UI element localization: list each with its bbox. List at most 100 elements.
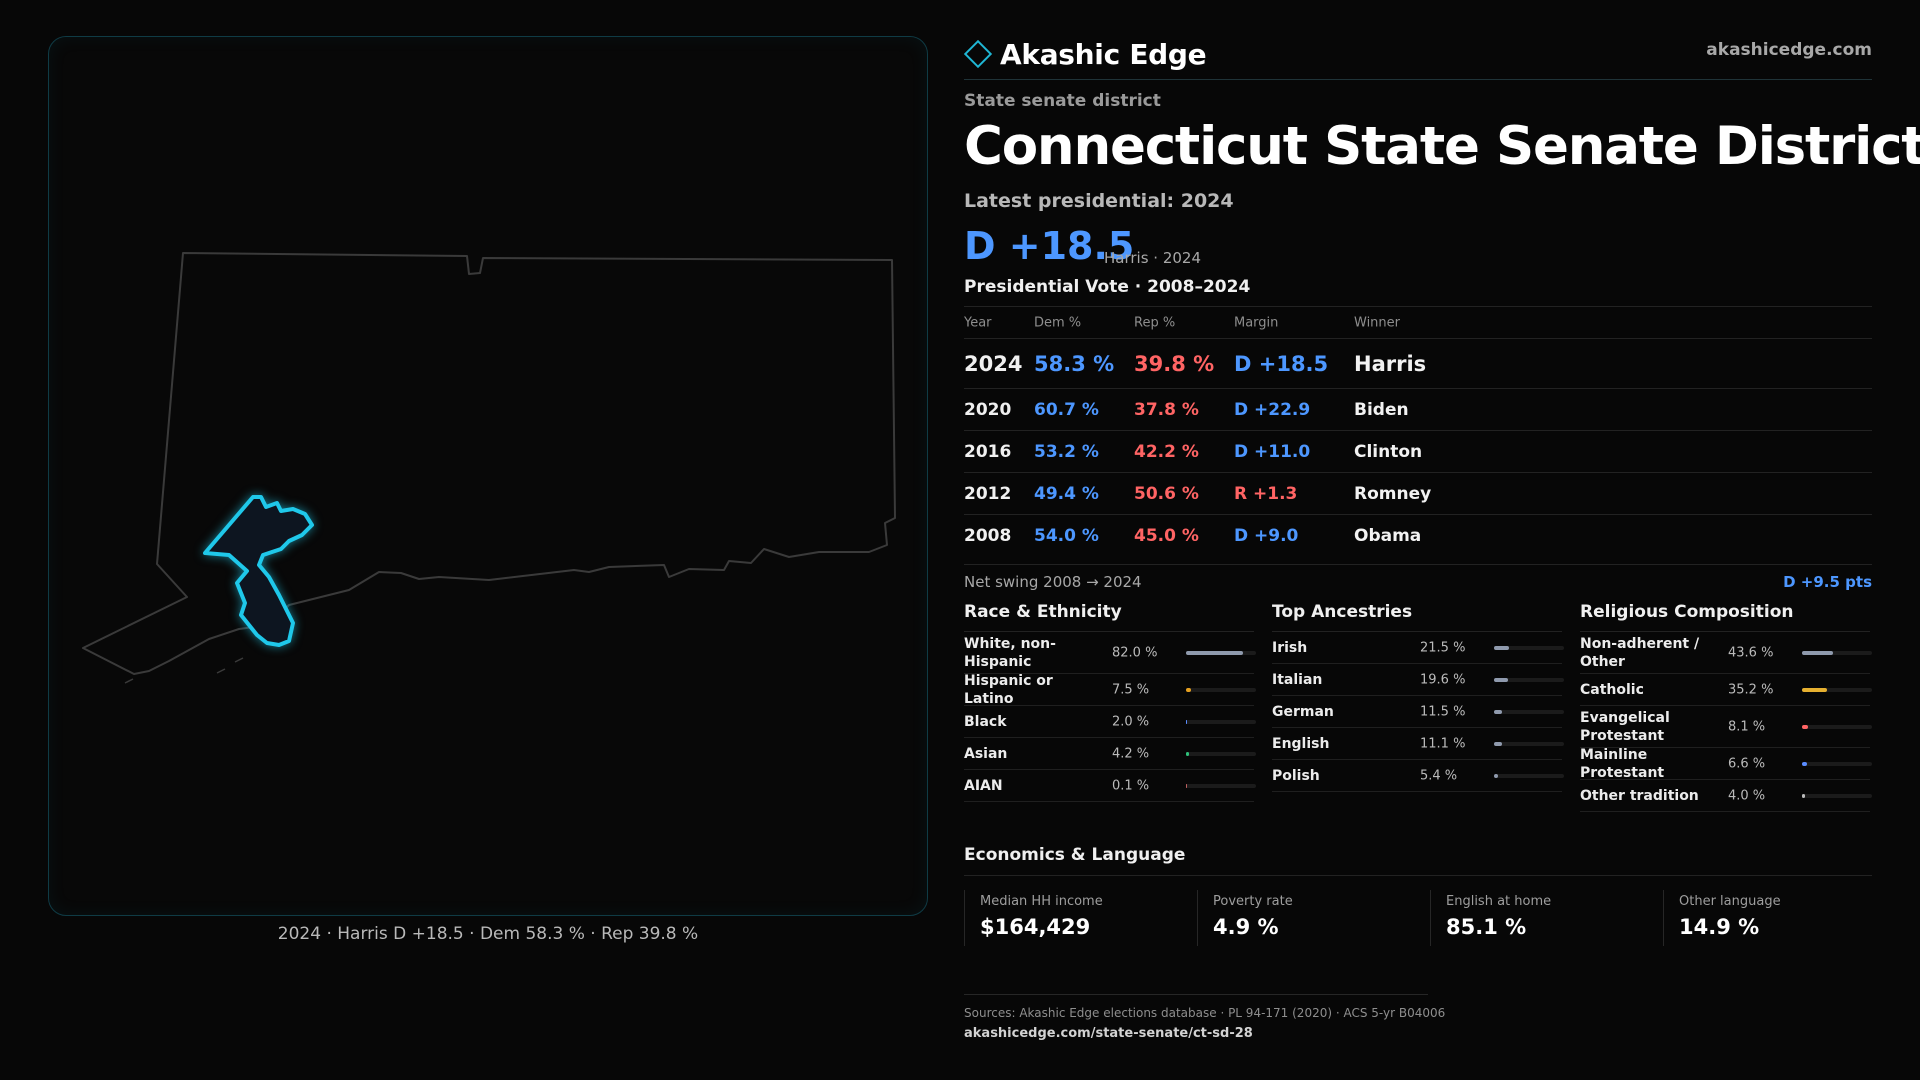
- item-value: 82.0 %: [1112, 645, 1158, 660]
- list-item: Other tradition 4.0 %: [1580, 780, 1872, 812]
- page-title: Connecticut State Senate District 28: [964, 116, 1920, 177]
- bar-fill: [1186, 751, 1189, 756]
- row-winner: Biden: [1354, 399, 1409, 420]
- bar-track: [1802, 793, 1872, 798]
- stat-value: 85.1 %: [1446, 915, 1527, 939]
- item-value: 0.1 %: [1112, 778, 1150, 793]
- bar-track: [1186, 650, 1256, 655]
- item-value: 43.6 %: [1728, 645, 1774, 660]
- row-winner: Clinton: [1354, 441, 1423, 462]
- item-label: English: [1272, 735, 1330, 752]
- item-value: 11.1 %: [1420, 736, 1466, 751]
- bar-fill: [1494, 677, 1508, 682]
- bar-fill: [1494, 645, 1510, 650]
- bar-fill: [1494, 741, 1502, 746]
- bar-fill: [1802, 724, 1808, 729]
- table-row: 2024 58.3 % 39.8 % D +18.5 Harris: [964, 338, 1872, 388]
- row-rep: 37.8 %: [1134, 399, 1199, 420]
- list-item: Mainline Protestant 6.6 %: [1580, 747, 1872, 781]
- bar-fill: [1494, 709, 1503, 714]
- religion-section: Religious Composition Non-adherent / Oth…: [1580, 602, 1872, 812]
- bar-fill: [1186, 687, 1192, 692]
- latest-margin-sub: Harris · 2024: [1104, 249, 1202, 267]
- col-margin: Margin: [1234, 315, 1279, 330]
- bar-track: [1186, 751, 1256, 756]
- item-label: Other tradition: [1580, 787, 1699, 804]
- header-divider: [964, 79, 1872, 80]
- list-item: White, non-Hispanic 82.0 %: [964, 632, 1256, 674]
- bar-fill: [1186, 783, 1188, 788]
- economics-divider: [964, 875, 1872, 876]
- row-winner: Obama: [1354, 525, 1422, 546]
- list-item: Asian 4.2 %: [964, 738, 1256, 770]
- item-label: Evangelical Protestant: [1580, 709, 1670, 744]
- item-label: White, non-Hispanic: [964, 635, 1056, 670]
- latest-presidential-label: Latest presidential: 2024: [964, 190, 1234, 212]
- bar-fill: [1494, 773, 1498, 778]
- list-item: English 11.1 %: [1272, 728, 1564, 760]
- list-item: Irish 21.5 %: [1272, 632, 1564, 664]
- row-margin: D +22.9: [1234, 399, 1311, 420]
- sources-text: Sources: Akashic Edge elections database…: [964, 1006, 1446, 1020]
- bar-fill: [1802, 650, 1833, 655]
- presidential-heading: Presidential Vote · 2008–2024: [964, 277, 1251, 297]
- row-winner: Romney: [1354, 483, 1432, 504]
- row-year: 2024: [964, 351, 1023, 376]
- row-dem: 53.2 %: [1034, 441, 1099, 462]
- bar-track: [1186, 783, 1256, 788]
- district-28-shape[interactable]: [203, 495, 314, 647]
- footer-divider: [964, 994, 1428, 995]
- row-rep: 39.8 %: [1134, 351, 1215, 376]
- religion-title: Religious Composition: [1580, 602, 1870, 632]
- item-value: 4.2 %: [1112, 746, 1150, 761]
- list-item: AIAN 0.1 %: [964, 770, 1256, 802]
- map-panel[interactable]: [48, 36, 928, 916]
- state-outline: [82, 252, 896, 675]
- table-header: Year Dem % Rep % Margin Winner: [964, 306, 1872, 338]
- list-item: Black 2.0 %: [964, 706, 1256, 738]
- stat-value: 14.9 %: [1679, 915, 1760, 939]
- list-item: Evangelical Protestant 8.1 %: [1580, 706, 1872, 748]
- col-winner: Winner: [1354, 315, 1401, 330]
- table-row: 2008 54.0 % 45.0 % D +9.0 Obama: [964, 514, 1872, 556]
- row-winner: Harris: [1354, 351, 1427, 376]
- info-panel: Akashic Edge akashicedge.com State senat…: [963, 0, 1920, 1080]
- list-item: Polish 5.4 %: [1272, 760, 1564, 792]
- item-label: Black: [964, 713, 1007, 730]
- swing-divider: [964, 564, 1872, 565]
- item-value: 7.5 %: [1112, 682, 1150, 697]
- table-row: 2012 49.4 % 50.6 % R +1.3 Romney: [964, 472, 1872, 514]
- bar-track: [1494, 645, 1564, 650]
- item-label: AIAN: [964, 777, 1003, 794]
- list-item: Non-adherent / Other 43.6 %: [1580, 632, 1872, 674]
- item-label: Non-adherent / Other: [1580, 635, 1700, 670]
- item-label: Italian: [1272, 671, 1323, 688]
- item-label: Catholic: [1580, 681, 1644, 698]
- permalink[interactable]: akashicedge.com/state-senate/ct-sd-28: [964, 1026, 1253, 1041]
- row-dem: 54.0 %: [1034, 525, 1099, 546]
- list-item: Italian 19.6 %: [1272, 664, 1564, 696]
- ancestry-title: Top Ancestries: [1272, 602, 1562, 632]
- site-link[interactable]: akashicedge.com: [1706, 40, 1872, 60]
- bar-fill: [1802, 761, 1807, 766]
- district-map[interactable]: [49, 37, 929, 917]
- item-label: Irish: [1272, 639, 1308, 656]
- row-dem: 60.7 %: [1034, 399, 1099, 420]
- row-margin: R +1.3: [1234, 483, 1298, 504]
- item-label: Hispanic or Latino: [964, 672, 1053, 707]
- race-ethnicity-section: Race & Ethnicity White, non-Hispanic 82.…: [964, 602, 1256, 802]
- stat-label: Other language: [1679, 894, 1781, 909]
- item-value: 8.1 %: [1728, 719, 1766, 734]
- bar-fill: [1186, 719, 1188, 724]
- brand[interactable]: Akashic Edge: [963, 34, 1207, 74]
- item-value: 4.0 %: [1728, 788, 1766, 803]
- row-rep: 45.0 %: [1134, 525, 1199, 546]
- diamond-icon: [963, 39, 993, 69]
- row-rep: 50.6 %: [1134, 483, 1199, 504]
- row-dem: 49.4 %: [1034, 483, 1099, 504]
- stat-card: Poverty rate 4.9 %: [1197, 890, 1424, 946]
- item-value: 11.5 %: [1420, 704, 1466, 719]
- map-caption: 2024 · Harris D +18.5 · Dem 58.3 % · Rep…: [277, 924, 699, 944]
- district-kind: State senate district: [964, 91, 1161, 111]
- bar-track: [1494, 741, 1564, 746]
